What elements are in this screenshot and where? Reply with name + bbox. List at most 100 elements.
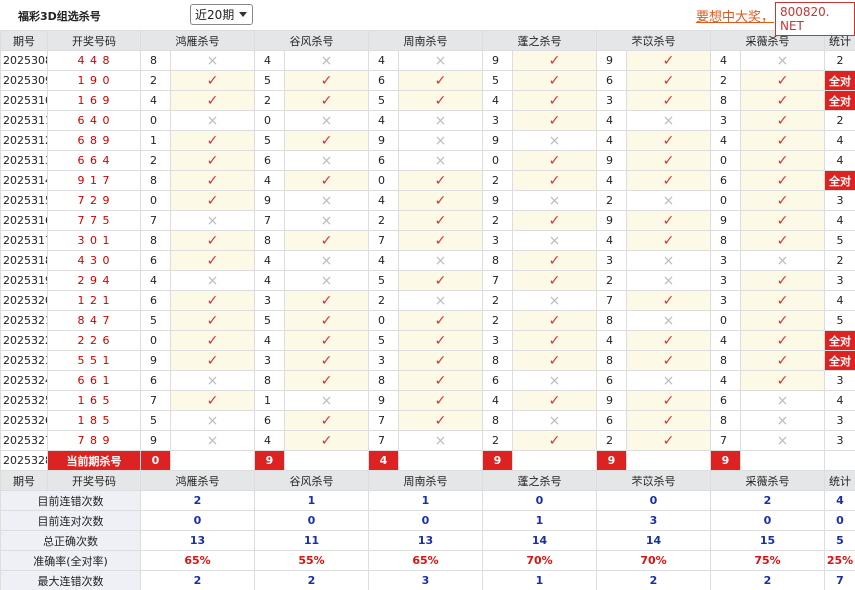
kill-result: ✓ [398, 90, 483, 111]
kill-result: ✓ [626, 290, 711, 311]
summary-value: 1 [254, 490, 369, 511]
kill-result: × [398, 150, 483, 171]
kill-result: ✓ [626, 390, 711, 411]
kill-result: ✓ [170, 290, 255, 311]
current-kill: 9 [710, 450, 741, 471]
kill-number: 9 [482, 50, 513, 71]
kill-number: 9 [140, 430, 171, 451]
kill-number: 4 [596, 170, 627, 191]
period: 2025324 [0, 370, 48, 391]
period: 2025328 [0, 450, 48, 471]
kill-result: ✓ [170, 390, 255, 411]
kill-number: 0 [710, 150, 741, 171]
kill-number: 5 [368, 270, 399, 291]
kill-result: × [512, 290, 597, 311]
kill-result: ✓ [626, 70, 711, 91]
kill-result: ✓ [170, 230, 255, 251]
kill-number: 0 [368, 310, 399, 331]
table-row: 2025318 4 3 0 6 ✓ 4 × 4 × 8 ✓ 3 × 3 × 2 [0, 250, 855, 271]
period: 2025315 [0, 190, 48, 211]
kill-result: ✓ [398, 350, 483, 371]
kill-number: 2 [596, 270, 627, 291]
summary-value: 7 [824, 570, 855, 590]
kill-result: ✓ [170, 190, 255, 211]
period: 2025308 [0, 50, 48, 71]
table-row: 2025321 8 4 7 5 ✓ 5 ✓ 0 ✓ 2 ✓ 8 × 0 ✓ 5 [0, 310, 855, 331]
kill-number: 0 [710, 190, 741, 211]
summary-value: 14 [482, 530, 597, 551]
kill-result: × [284, 190, 369, 211]
kill-number: 3 [710, 290, 741, 311]
stat: 全对 [824, 350, 855, 371]
kill-result: ✓ [284, 430, 369, 451]
kill-result: ✓ [170, 350, 255, 371]
summary-value: 75% [710, 550, 825, 571]
stat: 全对 [824, 90, 855, 111]
draw-number: 2 9 4 [47, 270, 141, 291]
table-row: 2025314 9 1 7 8 ✓ 4 ✓ 0 ✓ 2 ✓ 4 ✓ 6 ✓ 全对 [0, 170, 855, 191]
kill-number: 0 [140, 110, 171, 131]
kill-number: 6 [710, 170, 741, 191]
period-select[interactable]: 近20期 [190, 4, 254, 25]
kill-number: 5 [254, 310, 285, 331]
summary-value: 3 [368, 570, 483, 590]
kill-number: 0 [482, 150, 513, 171]
kill-number: 6 [596, 410, 627, 431]
kill-result: ✓ [740, 170, 825, 191]
kill-result: ✓ [626, 410, 711, 431]
summary-value: 0 [824, 510, 855, 531]
kill-number: 9 [482, 190, 513, 211]
draw-number: 8 4 7 [47, 310, 141, 331]
period: 2025319 [0, 270, 48, 291]
table-row: 目前连对次数 0 0 0 1 3 0 0 [0, 510, 855, 531]
kill-result: ✓ [170, 250, 255, 271]
kill-result: ✓ [512, 330, 597, 351]
period: 2025327 [0, 430, 48, 451]
summary-value: 2 [140, 490, 255, 511]
period: 2025322 [0, 330, 48, 351]
summary-value: 2 [140, 570, 255, 590]
kill-number: 8 [254, 370, 285, 391]
period: 2025323 [0, 350, 48, 371]
kill-number: 2 [140, 150, 171, 171]
column-header: 鸿雁杀号 [140, 30, 255, 51]
kill-number: 6 [140, 250, 171, 271]
kill-result: ✓ [398, 270, 483, 291]
kill-number: 2 [596, 190, 627, 211]
kill-number: 7 [140, 210, 171, 231]
table-row: 2025315 7 2 9 0 ✓ 9 × 4 ✓ 9 × 2 × 0 ✓ 3 [0, 190, 855, 211]
kill-result: ✓ [626, 170, 711, 191]
kill-result: ✓ [740, 230, 825, 251]
kill-number: 0 [140, 330, 171, 351]
blank [626, 450, 711, 471]
kill-result: × [398, 430, 483, 451]
column-header: 统计 [824, 470, 855, 491]
current-kill: 9 [254, 450, 285, 471]
summary-label: 目前连错次数 [0, 490, 141, 511]
kill-number: 4 [254, 330, 285, 351]
promo-link[interactable]: 要想中大奖，无 [696, 10, 774, 25]
kill-number: 5 [482, 70, 513, 91]
kill-number: 9 [368, 390, 399, 411]
period: 2025312 [0, 130, 48, 151]
stat: 3 [824, 430, 855, 451]
kill-number: 6 [368, 70, 399, 91]
stat: 全对 [824, 70, 855, 91]
kill-number: 5 [254, 70, 285, 91]
kill-number: 2 [596, 430, 627, 451]
kill-number: 1 [140, 130, 171, 151]
kill-result: × [512, 410, 597, 431]
kill-number: 3 [710, 250, 741, 271]
kill-result: ✓ [512, 170, 597, 191]
kill-result: ✓ [284, 290, 369, 311]
kill-number: 8 [482, 250, 513, 271]
kill-result: ✓ [512, 390, 597, 411]
kill-result: ✓ [284, 330, 369, 351]
kill-number: 8 [596, 350, 627, 371]
kill-number: 9 [482, 130, 513, 151]
table-row: 目前连错次数 2 1 1 0 0 2 4 [0, 490, 855, 511]
kill-number: 8 [710, 350, 741, 371]
column-header: 周南杀号 [368, 470, 483, 491]
kill-number: 3 [254, 290, 285, 311]
